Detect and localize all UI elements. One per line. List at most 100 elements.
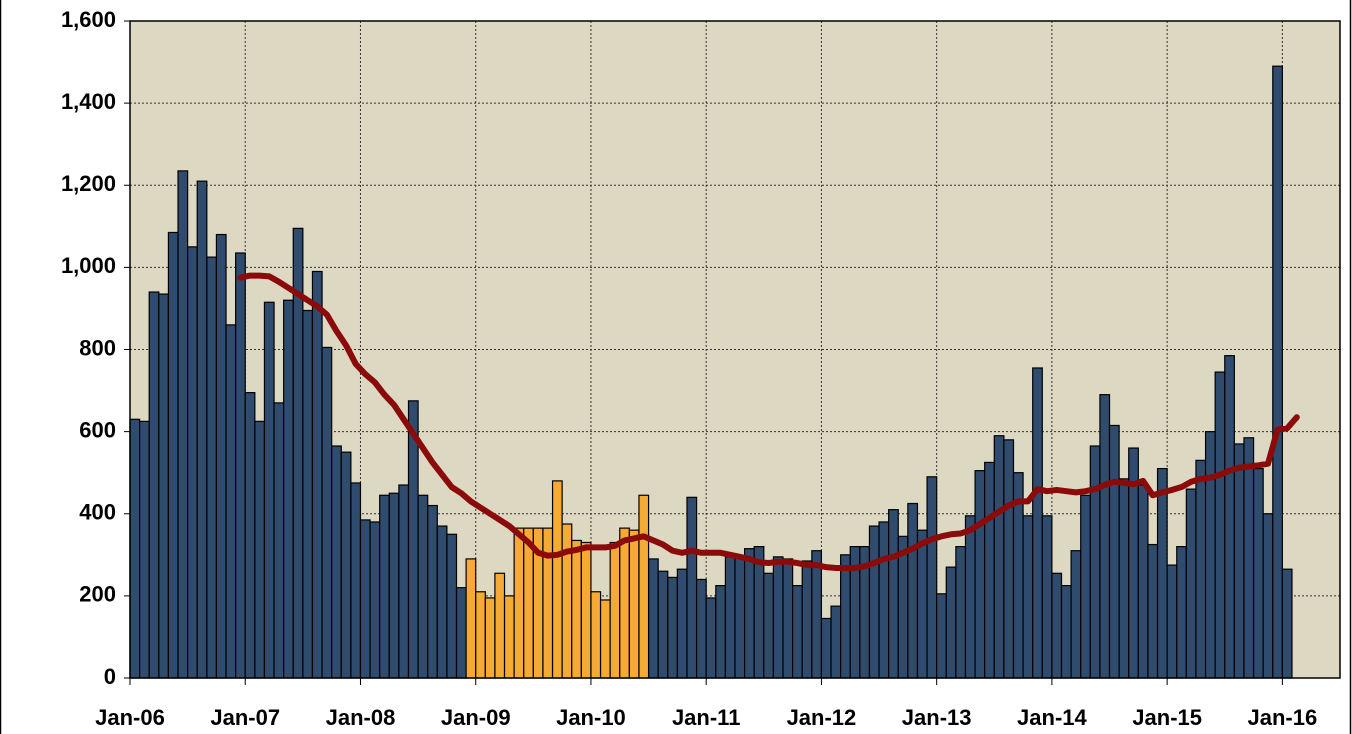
bar (321, 346, 333, 679)
bar (792, 585, 803, 679)
bar (1089, 445, 1101, 679)
bar (1195, 459, 1207, 679)
bar (888, 509, 899, 679)
bar (715, 585, 726, 679)
bar (1243, 437, 1255, 679)
bar (561, 523, 573, 679)
bar (1137, 484, 1149, 679)
bar (1051, 572, 1063, 679)
bar (311, 270, 323, 679)
bar (503, 595, 515, 679)
bar (187, 246, 198, 679)
y-tick-label: 1,200 (61, 171, 116, 196)
bar (1262, 513, 1274, 679)
bar (350, 482, 362, 679)
x-tick-label: Jan-10 (556, 705, 626, 730)
bar (695, 578, 707, 679)
bar (139, 420, 150, 679)
bar (628, 529, 640, 679)
bar (840, 554, 851, 679)
bar (369, 521, 381, 679)
bar (455, 587, 467, 679)
bar (926, 476, 938, 679)
bar (254, 420, 266, 679)
bar (196, 180, 208, 679)
bar (513, 527, 525, 679)
bar (1041, 515, 1053, 679)
y-tick-label: 600 (79, 417, 116, 442)
x-tick-label: Jan-13 (902, 705, 972, 730)
y-tick-label: 200 (79, 582, 116, 607)
bar (475, 591, 486, 679)
bar (446, 533, 458, 679)
y-tick-label: 1,400 (61, 89, 116, 114)
bar (379, 494, 390, 679)
bar (1147, 543, 1159, 679)
bar (763, 572, 775, 679)
bar (619, 527, 630, 679)
x-tick-label: Jan-14 (1017, 705, 1087, 730)
bar (1281, 568, 1293, 679)
bar (974, 470, 986, 679)
bar (734, 556, 746, 679)
bar (945, 566, 957, 679)
bar (724, 556, 736, 679)
bar (235, 252, 246, 679)
x-tick-label: Jan-06 (95, 705, 165, 730)
bar (609, 541, 621, 679)
bar (1272, 65, 1283, 679)
bar (820, 617, 832, 679)
bar (907, 502, 919, 679)
y-tick-label: 0 (104, 664, 116, 689)
x-tick-label: Jan-16 (1248, 705, 1318, 730)
bar (590, 591, 602, 679)
bar (580, 541, 592, 679)
bar (1204, 431, 1216, 679)
bar (215, 233, 227, 679)
bar (1099, 394, 1111, 679)
bar (686, 496, 698, 679)
y-tick-label: 1,600 (61, 7, 116, 32)
bar (273, 402, 285, 679)
bar (744, 548, 755, 679)
bar (667, 576, 678, 679)
x-tick-label: Jan-07 (210, 705, 280, 730)
bar (1118, 478, 1130, 679)
bar (1176, 545, 1187, 679)
bar (1080, 494, 1091, 679)
bar (964, 515, 976, 679)
bar (1233, 443, 1245, 679)
bar (868, 525, 880, 679)
bar (782, 558, 794, 679)
bar (571, 539, 582, 679)
bar (427, 504, 438, 679)
bar (1070, 550, 1082, 679)
bar (283, 299, 294, 679)
bar (542, 527, 554, 679)
y-tick-label: 1,000 (61, 253, 116, 278)
bar (494, 572, 506, 679)
bar (1060, 585, 1072, 679)
bar (657, 570, 669, 679)
bar (753, 545, 765, 679)
bar (167, 231, 179, 679)
bar (340, 451, 352, 679)
bar (225, 324, 237, 679)
x-tick-label: Jan-15 (1132, 705, 1202, 730)
bar (158, 293, 170, 679)
plot-border (129, 20, 1341, 679)
bar (955, 545, 967, 679)
bar (772, 556, 784, 679)
x-tick-label: Jan-09 (441, 705, 511, 730)
bar (936, 593, 947, 679)
bar (244, 392, 256, 679)
bar (647, 558, 659, 679)
bar (551, 480, 563, 679)
bar (830, 605, 842, 679)
bar (801, 560, 813, 679)
bar (638, 494, 650, 679)
bar (465, 558, 477, 679)
bar (1156, 467, 1168, 679)
bar (177, 170, 189, 679)
